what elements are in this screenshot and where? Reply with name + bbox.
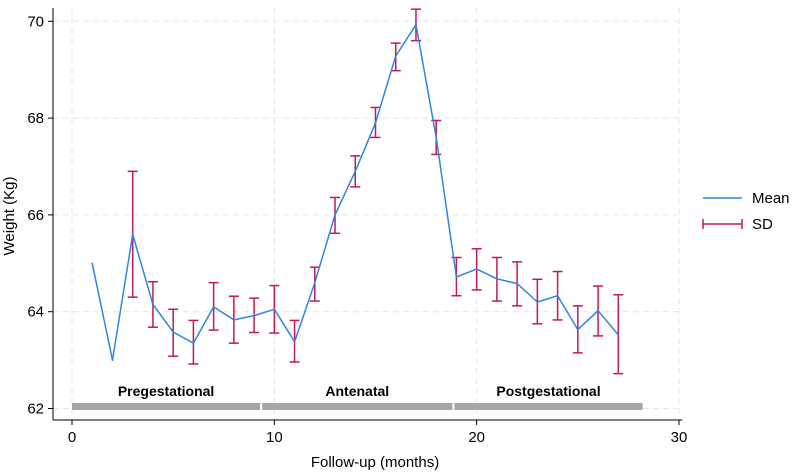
mean-point bbox=[556, 294, 559, 297]
mean-point bbox=[212, 306, 215, 308]
legend-sd-label: SD bbox=[752, 216, 773, 233]
mean-point bbox=[172, 331, 174, 333]
period-bar bbox=[72, 403, 261, 410]
y-tick-label: 66 bbox=[27, 207, 44, 224]
mean-point bbox=[536, 301, 539, 303]
tick-labels: 62 64 66 68 70 0 10 20 30 bbox=[27, 13, 687, 446]
mean-point bbox=[577, 328, 579, 331]
period-bar bbox=[454, 403, 643, 410]
y-tick-label: 70 bbox=[27, 13, 44, 30]
mean-point bbox=[253, 314, 255, 317]
sd-error-bars bbox=[127, 8, 624, 375]
period-bars: Pregestational Antenatal Postgestational bbox=[72, 383, 643, 410]
x-tick-label: 20 bbox=[468, 429, 485, 446]
mean-point bbox=[313, 281, 316, 284]
legend-mean-label: Mean bbox=[752, 190, 790, 207]
mean-point bbox=[152, 303, 154, 306]
axes bbox=[48, 8, 682, 425]
x-tick-label: 0 bbox=[68, 429, 76, 446]
period-label: Pregestational bbox=[118, 383, 214, 399]
period-label: Antenatal bbox=[325, 383, 389, 399]
mean-point bbox=[496, 277, 498, 280]
mean-point bbox=[374, 122, 377, 124]
mean-point bbox=[233, 319, 235, 321]
mean-point bbox=[192, 342, 195, 344]
mean-point bbox=[354, 170, 357, 173]
mean-point bbox=[455, 276, 458, 278]
y-tick-label: 64 bbox=[27, 304, 44, 321]
y-axis-title: Weight (Kg) bbox=[1, 177, 18, 256]
period-label: Postgestational bbox=[496, 383, 600, 399]
legend: Mean SD bbox=[702, 190, 790, 233]
mean-point bbox=[516, 282, 518, 285]
period-bar bbox=[262, 403, 453, 410]
mean-point bbox=[415, 23, 417, 26]
mean-point bbox=[597, 309, 599, 312]
mean-point bbox=[273, 308, 276, 311]
y-tick-label: 68 bbox=[27, 110, 44, 127]
mean-point bbox=[91, 262, 94, 265]
x-tick-label: 30 bbox=[671, 429, 688, 446]
y-tick-label: 62 bbox=[27, 401, 44, 418]
x-tick-label: 10 bbox=[266, 429, 283, 446]
gridlines bbox=[53, 8, 682, 420]
mean-point bbox=[394, 55, 397, 57]
mean-point bbox=[475, 268, 478, 270]
mean-point bbox=[435, 136, 437, 139]
mean-point bbox=[334, 214, 336, 216]
mean-point bbox=[293, 340, 296, 343]
mean-point bbox=[111, 359, 114, 361]
mean-series bbox=[91, 23, 620, 361]
mean-point bbox=[617, 334, 620, 336]
x-axis-title: Follow-up (months) bbox=[311, 454, 439, 471]
mean-point bbox=[131, 233, 134, 236]
